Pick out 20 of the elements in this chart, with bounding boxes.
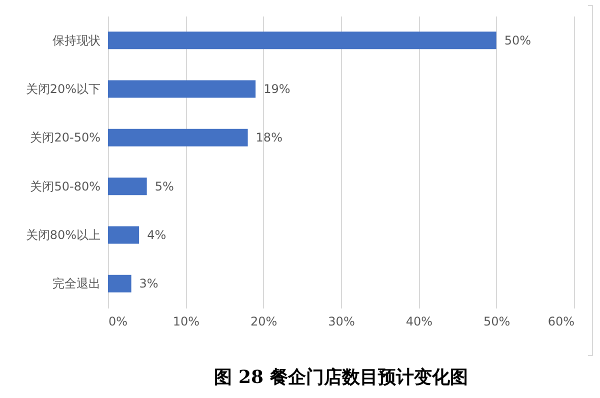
data-label: 50% xyxy=(504,33,532,48)
data-label: 19% xyxy=(264,82,290,96)
x-tick-label: 20% xyxy=(250,314,278,328)
data-label: 5% xyxy=(154,179,174,194)
x-tick-label: 60% xyxy=(548,314,574,328)
x-tick-label: 10% xyxy=(172,314,200,328)
x-tick-label: 30% xyxy=(328,314,355,328)
y-tick-label: 关闭20-50% xyxy=(30,130,100,145)
y-tick-label: 关闭50-80% xyxy=(30,179,100,194)
y-tick-label: 关闭20%以下 xyxy=(26,82,100,96)
data-label: 4% xyxy=(147,228,166,242)
x-tick-label: 40% xyxy=(406,314,433,328)
y-tick-label: 关闭80%以上 xyxy=(26,228,100,242)
x-tick-label: 50% xyxy=(483,314,510,328)
data-label: 3% xyxy=(139,276,158,291)
data-label: 18% xyxy=(256,130,282,145)
y-tick-label: 完全退出 xyxy=(52,276,100,291)
text: 图 28 餐企门店数目预计变化图 xyxy=(214,367,468,388)
x-tick-label: 0% xyxy=(108,314,128,328)
y-tick-label: 保持现状 xyxy=(52,33,100,48)
